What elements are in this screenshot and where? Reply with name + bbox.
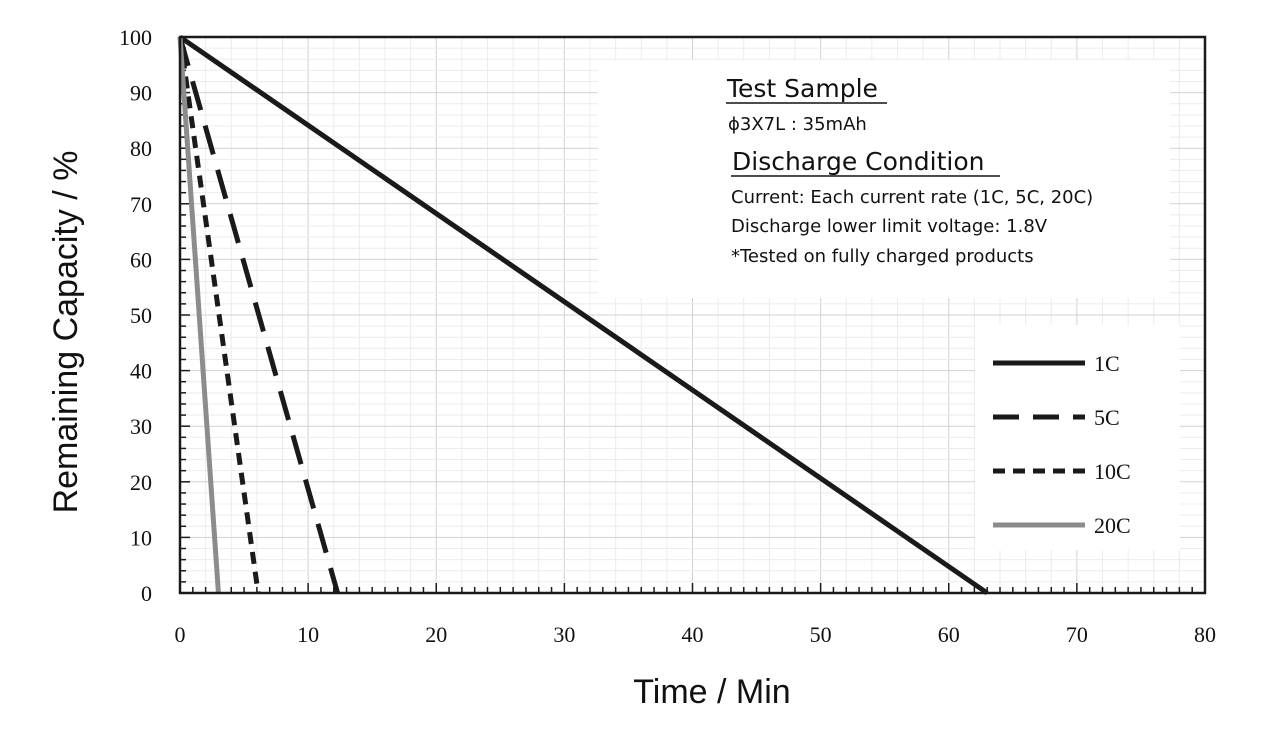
x-tick-label: 80 <box>1194 622 1216 647</box>
series-line-20c <box>177 36 221 594</box>
x-tick-labels: 0 10 20 30 40 50 60 70 80 <box>175 622 1217 647</box>
plot-frame <box>178 35 1207 595</box>
series-line-1c <box>178 34 989 596</box>
y-tick-label: 100 <box>119 25 152 50</box>
legend-label-5c: 5C <box>1094 405 1120 430</box>
y-tick-label: 40 <box>130 359 152 384</box>
y-tick-label: 60 <box>130 247 152 272</box>
series-lines <box>177 34 989 596</box>
condition-line-current: Current: Each current rate (1C, 5C, 20C) <box>731 187 1093 208</box>
x-tick-label: 0 <box>175 622 186 647</box>
legend-backdrop <box>975 325 1180 550</box>
x-tick-label: 20 <box>425 622 447 647</box>
y-tick-label: 30 <box>130 414 152 439</box>
x-tick-label: 70 <box>1066 622 1088 647</box>
legend: 1C 5C 10C 20C <box>993 351 1131 538</box>
condition-line-voltage: Discharge lower limit voltage: 1.8V <box>731 216 1048 237</box>
y-tick-labels: 0 10 20 30 40 50 60 70 80 90 100 <box>119 25 152 606</box>
legend-label-1c: 1C <box>1094 351 1120 376</box>
y-axis-title: Remaining Capacity / % <box>47 151 85 514</box>
y-tick-label: 70 <box>130 192 152 217</box>
series-line-5c <box>177 36 340 594</box>
x-axis-title: Time / Min <box>633 673 790 711</box>
legend-label-10c: 10C <box>1094 459 1131 484</box>
annotation-block: Test Sample ϕ3X7L : 35mAh Discharge Cond… <box>726 74 1093 267</box>
annotation-backdrop <box>598 60 1170 298</box>
y-tick-label: 0 <box>141 581 152 606</box>
y-tick-label: 10 <box>130 525 152 550</box>
series-line-10c <box>177 36 261 594</box>
x-tick-label: 30 <box>553 622 575 647</box>
sample-text: ϕ3X7L : 35mAh <box>728 114 867 135</box>
y-tick-label: 20 <box>130 470 152 495</box>
legend-label-20c: 20C <box>1094 513 1131 538</box>
y-tick-label: 50 <box>130 303 152 328</box>
y-tick-label: 90 <box>130 81 152 106</box>
sample-heading: Test Sample <box>726 74 878 103</box>
condition-heading: Discharge Condition <box>732 147 984 176</box>
x-tick-label: 50 <box>810 622 832 647</box>
x-tick-label: 40 <box>682 622 704 647</box>
x-tick-label: 60 <box>938 622 960 647</box>
y-tick-label: 80 <box>130 136 152 161</box>
condition-line-note: *Tested on fully charged products <box>731 246 1034 267</box>
x-tick-label: 10 <box>297 622 319 647</box>
